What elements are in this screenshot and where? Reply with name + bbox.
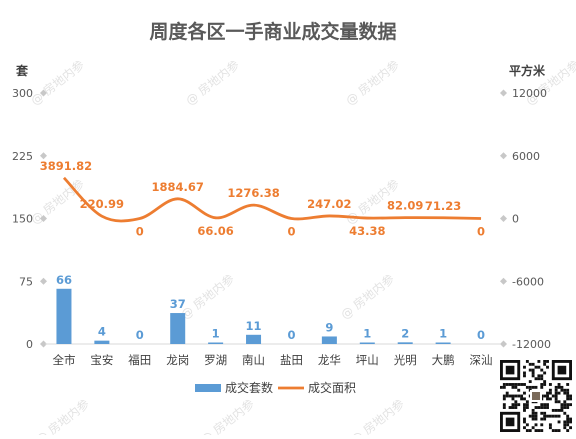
legend-bar-swatch (195, 384, 221, 392)
x-tick-label: 罗湖 (204, 353, 227, 367)
left-axis-label: 套 (15, 63, 29, 78)
right-tick-label: -12000 (512, 338, 551, 351)
right-tick-label: -6000 (512, 275, 544, 288)
watermark-text: @ 房地内参 (32, 396, 92, 435)
watermark-text: @ 房地内参 (347, 396, 407, 435)
bar-label: 1 (212, 327, 220, 341)
bar-label: 0 (477, 328, 485, 342)
left-tick-label: 225 (12, 150, 33, 163)
left-tick-label: 0 (26, 338, 33, 351)
bar-label: 66 (56, 273, 72, 287)
bar-label: 2 (401, 326, 409, 340)
left-tick-label: 150 (12, 213, 33, 226)
line-label: 0 (287, 225, 295, 239)
bar-label: 4 (98, 325, 106, 339)
x-tick-label: 南山 (242, 353, 265, 367)
bar (321, 336, 337, 344)
left-tick-marker (40, 152, 47, 160)
right-tick-marker (500, 277, 507, 285)
x-tick-label: 坪山 (356, 353, 379, 367)
line-label: 0 (136, 225, 144, 239)
bar (359, 342, 375, 344)
right-tick-marker (500, 152, 507, 160)
bar (170, 313, 186, 344)
bar-label: 0 (136, 328, 144, 342)
chart-title: 周度各区一手商业成交量数据 (149, 20, 396, 43)
legend-bar-label: 成交套数 (225, 380, 273, 395)
x-tick-label: 深汕 (470, 353, 493, 367)
left-tick-marker (40, 215, 47, 222)
line-label: 247.02 (307, 197, 351, 211)
right-tick-label: 12000 (512, 87, 547, 100)
line-label: 82.09 (387, 199, 423, 213)
bar (435, 342, 451, 344)
right-tick-label: 0 (512, 213, 519, 226)
right-tick-label: 6000 (512, 150, 540, 163)
watermark-text: @ 房地内参 (27, 57, 87, 108)
bar-label: 0 (287, 328, 295, 342)
x-tick-label: 福田 (128, 353, 151, 367)
x-tick-label: 宝安 (90, 353, 113, 367)
bar (246, 334, 262, 344)
line-label: 3891.82 (40, 159, 92, 173)
line-label: 1276.38 (227, 186, 279, 200)
x-tick-label: 光明 (394, 353, 417, 367)
line-label: 71.23 (425, 199, 461, 213)
x-tick-label: 大鹏 (432, 353, 455, 367)
bar (94, 340, 110, 344)
left-tick-marker (40, 340, 47, 348)
left-tick-label: 75 (19, 275, 33, 288)
line-label: 0 (477, 225, 485, 239)
watermark-text: @ 房地内参 (182, 57, 242, 108)
x-tick-label: 龙华 (318, 353, 341, 367)
right-tick-marker (500, 215, 507, 222)
qr-code (500, 360, 572, 432)
bar (56, 288, 72, 344)
bar (208, 342, 224, 344)
bar-label: 1 (439, 327, 447, 341)
bar-label: 1 (363, 327, 371, 341)
right-tick-marker (500, 89, 507, 97)
left-tick-marker (40, 277, 47, 285)
line-series (62, 176, 482, 223)
bar (397, 342, 413, 344)
bar-label: 11 (246, 319, 262, 333)
watermark-text: @ 房地内参 (177, 271, 237, 322)
watermark-text: @ 房地内参 (27, 176, 87, 227)
x-tick-label: 龙岗 (166, 353, 189, 367)
bar-label: 9 (325, 320, 333, 334)
left-tick-label: 300 (12, 87, 33, 100)
right-axis-label: 平方米 (509, 63, 546, 78)
line-label: 220.99 (80, 197, 124, 211)
x-tick-label: 盐田 (280, 353, 303, 367)
watermark-text: @ 房地内参 (337, 271, 397, 322)
watermark-text: @ 房地内参 (197, 396, 257, 435)
left-tick-marker (40, 89, 47, 97)
bar-label: 37 (170, 297, 186, 311)
right-tick-marker (500, 340, 507, 348)
x-tick-label: 全市 (52, 353, 75, 367)
watermark-text: @ 房地内参 (342, 57, 402, 108)
line-label: 66.06 (197, 224, 233, 238)
line-label: 1884.67 (152, 180, 204, 194)
legend-line-label: 成交面积 (308, 380, 356, 395)
line-label: 43.38 (349, 224, 385, 238)
